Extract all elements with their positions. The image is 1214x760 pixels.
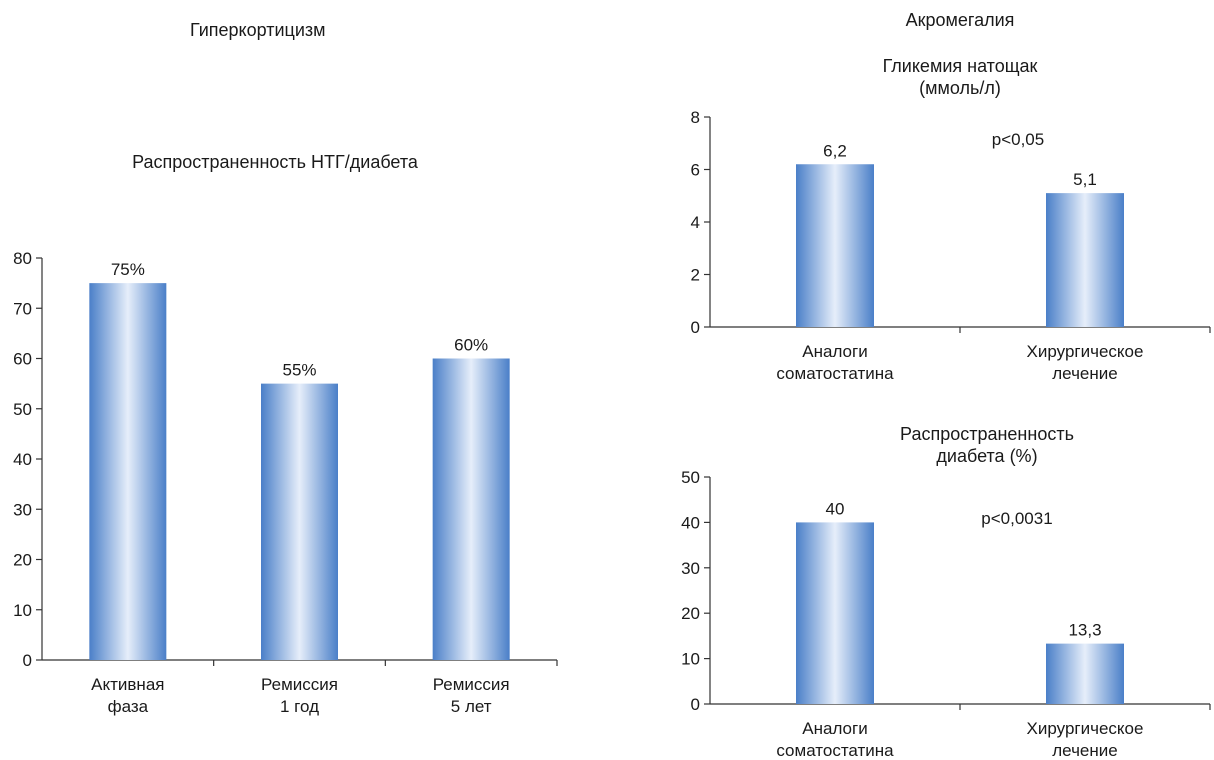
chart-title: Гликемия натощак [883, 56, 1038, 76]
y-tick-label: 10 [681, 650, 700, 669]
category-label: Ремиссия [261, 675, 338, 694]
data-label: 6,2 [823, 141, 847, 160]
chart-2: Гликемия натощак(ммоль/л) 0 2 4 6 8 6,2 Аналоги… [691, 56, 1211, 383]
y-tick-label: 10 [13, 601, 32, 620]
category-label: Аналоги [802, 342, 867, 361]
y-tick-label: 60 [13, 350, 32, 369]
section-title-acromegaly: Акромегалия [905, 10, 1015, 30]
bar [261, 383, 338, 660]
bar [1046, 643, 1124, 704]
y-tick-label: 40 [681, 513, 700, 532]
data-label: 75% [111, 260, 145, 279]
y-tick-label: 50 [13, 400, 32, 419]
chart-title: диабета (%) [936, 446, 1037, 466]
category-label: Хирургическое [1027, 719, 1144, 738]
data-label: 13,3 [1068, 621, 1101, 640]
category-label: лечение [1052, 364, 1117, 383]
category-label: 1 год [280, 697, 319, 716]
bar [432, 358, 510, 660]
y-tick-label: 0 [691, 318, 700, 337]
y-tick-label: 0 [23, 651, 32, 670]
significance-annotation: p<0,0031 [981, 509, 1052, 528]
category-label: 5 лет [451, 697, 492, 716]
data-label: 40 [826, 499, 845, 518]
category-label: соматостатина [776, 364, 894, 383]
y-tick-label: 30 [13, 500, 32, 519]
y-tick-label: 80 [13, 249, 32, 268]
category-label: Активная [91, 675, 164, 694]
y-tick-label: 50 [681, 468, 700, 487]
chart-title: Распространенность НТГ/диабета [132, 152, 419, 172]
category-label: фаза [108, 697, 149, 716]
y-tick-label: 70 [13, 299, 32, 318]
bar [89, 283, 167, 660]
y-tick-label: 4 [691, 213, 700, 232]
category-label: Аналоги [802, 719, 867, 738]
chart-title: (ммоль/л) [919, 78, 1001, 98]
y-tick-label: 30 [681, 559, 700, 578]
category-label: Ремиссия [433, 675, 510, 694]
category-label: соматостатина [776, 741, 894, 760]
data-label: 55% [282, 361, 316, 380]
chart-title: Распространенность [900, 424, 1074, 444]
section-title-hypercorticism: Гиперкортицизм [190, 20, 326, 40]
y-tick-label: 0 [691, 695, 700, 714]
y-tick-label: 20 [13, 551, 32, 570]
y-tick-label: 6 [691, 161, 700, 180]
y-tick-label: 40 [13, 450, 32, 469]
data-label: 60% [454, 336, 488, 355]
data-label: 5,1 [1073, 170, 1097, 189]
y-tick-label: 20 [681, 604, 700, 623]
bar [1046, 193, 1124, 327]
y-tick-label: 8 [691, 108, 700, 127]
bar [796, 164, 874, 327]
bar [796, 522, 874, 704]
chart-1: Распространенность НТГ/диабета 0 10 20 30 40 5… [13, 152, 558, 716]
category-label: лечение [1052, 741, 1117, 760]
category-label: Хирургическое [1027, 342, 1144, 361]
significance-annotation: p<0,05 [992, 130, 1044, 149]
y-tick-label: 2 [691, 266, 700, 285]
